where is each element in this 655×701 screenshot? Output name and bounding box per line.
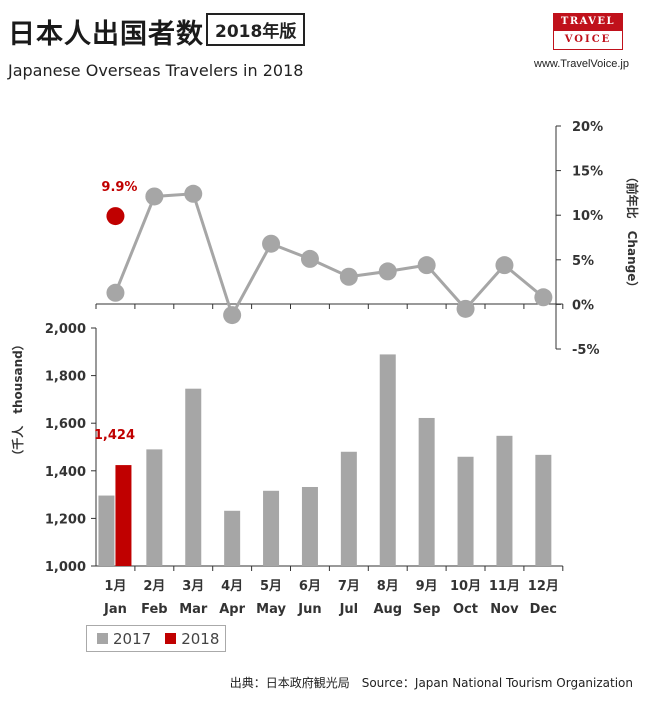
x-tick-label-en: Oct [453, 602, 478, 617]
bar-2017-apr [224, 510, 241, 566]
line-y-tick-label: 15% [572, 165, 603, 180]
x-tick-label-jp: 9月 [416, 579, 438, 594]
x-tick-label-jp: 8月 [377, 579, 399, 594]
x-tick-label-jp: 1月 [104, 579, 126, 594]
logo-bottom-text: VOICE [553, 31, 623, 50]
source-note: 出典：日本政府観光局 Source：Japan National Tourism… [229, 676, 633, 690]
page-subtitle: Japanese Overseas Travelers in 2018 [8, 61, 304, 80]
line-y-tick-label: 10% [572, 209, 603, 224]
legend-item-2017: 2017 [97, 630, 151, 648]
line-2018-point-jan [106, 207, 125, 226]
line-2017-series [114, 192, 545, 319]
x-tick-label-en: Jun [297, 602, 321, 617]
x-tick-label-en: Aug [373, 602, 402, 617]
legend-label-2017: 2017 [113, 629, 152, 648]
line-2017-point-jul [339, 267, 358, 286]
x-tick-label-jp: 4月 [221, 579, 243, 594]
line-y-tick-label: -5% [572, 343, 599, 358]
x-tick-label-en: Sep [413, 602, 441, 617]
x-tick-label-en: Dec [530, 602, 557, 617]
x-tick-label-en: Apr [219, 602, 245, 617]
bar-y-axis-title: （千人 thousand） [10, 338, 25, 461]
x-tick-label-jp: 11月 [489, 579, 520, 594]
line-2017-point-jun [300, 249, 319, 268]
bar-y-tick-label: 1,200 [45, 512, 86, 527]
bar-2017-feb [146, 449, 163, 566]
bar-2017-mar [185, 388, 202, 566]
line-2017-point-sep [417, 256, 436, 275]
x-tick-label-jp: 12月 [528, 579, 559, 594]
bar-2018-data-label: 1,424 [94, 428, 135, 443]
bar-y-tick-label: 1,400 [45, 465, 86, 480]
bar-2017-sep [418, 417, 435, 566]
line-y-tick-label: 0% [572, 298, 594, 313]
bar-2017-oct [457, 456, 474, 566]
x-tick-label-jp: 5月 [260, 579, 282, 594]
line-y-tick-label: 5% [572, 254, 594, 269]
line-2017-point-jan [106, 283, 125, 302]
x-tick-label-jp: 6月 [299, 579, 321, 594]
x-tick-label-en: Jan [103, 602, 127, 617]
bar-y-tick-label: 1,000 [45, 560, 86, 575]
bar-2017-jan [98, 495, 115, 566]
bar-2017-may [263, 490, 280, 566]
x-tick-label-jp: 7月 [338, 579, 360, 594]
line-2018-data-label: 9.9% [101, 180, 137, 195]
legend-swatch-2018 [165, 633, 177, 644]
line-2017-point-oct [456, 299, 475, 318]
legend-label-2018: 2018 [181, 629, 220, 648]
line-2017-point-apr [223, 306, 242, 325]
x-tick-label-en: May [256, 602, 286, 617]
bar-y-tick-label: 1,800 [45, 370, 86, 385]
line-2017-point-feb [145, 187, 164, 206]
legend-swatch-2017 [97, 633, 108, 644]
bar-2018-jan [115, 465, 132, 566]
x-tick-label-en: Jul [339, 602, 359, 617]
bar-2017-nov [496, 435, 513, 566]
line-y-axis-title: （前年比 Change） [625, 171, 640, 294]
travelvoice-logo[interactable]: TRAVEL VOICE [553, 13, 623, 53]
line-y-tick-label: 20% [572, 120, 603, 135]
line-2017-point-may [262, 234, 281, 253]
page-title: 日本人出国者数 [8, 19, 204, 50]
legend-item-2018: 2018 [165, 630, 219, 648]
year-badge: 2018年版 [206, 13, 306, 46]
x-tick-label-en: Mar [179, 602, 208, 617]
x-tick-label-en: Feb [141, 602, 167, 617]
x-tick-label-en: Nov [490, 602, 519, 617]
line-2017-point-nov [495, 256, 514, 275]
bar-2017-jun [301, 486, 318, 566]
bar-y-tick-label: 2,000 [45, 322, 86, 337]
x-tick-label-jp: 2月 [143, 579, 165, 594]
site-url[interactable]: www.TravelVoice.jp [534, 58, 629, 70]
line-2017-point-aug [378, 262, 397, 281]
x-tick-label-jp: 10月 [450, 579, 481, 594]
bar-2017-dec [535, 454, 552, 566]
bar-2017-jul [340, 451, 357, 566]
x-tick-label-jp: 3月 [182, 579, 204, 594]
logo-top-text: TRAVEL [553, 13, 623, 31]
bar-2017-aug [379, 354, 396, 566]
legend: 2017 2018 [86, 625, 226, 652]
line-2017-point-dec [534, 288, 553, 307]
line-2017-point-mar [184, 184, 203, 203]
bar-y-tick-label: 1,600 [45, 417, 86, 432]
